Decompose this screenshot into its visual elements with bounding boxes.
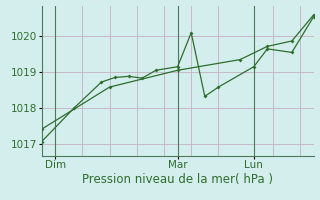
X-axis label: Pression niveau de la mer( hPa ): Pression niveau de la mer( hPa ) (82, 173, 273, 186)
